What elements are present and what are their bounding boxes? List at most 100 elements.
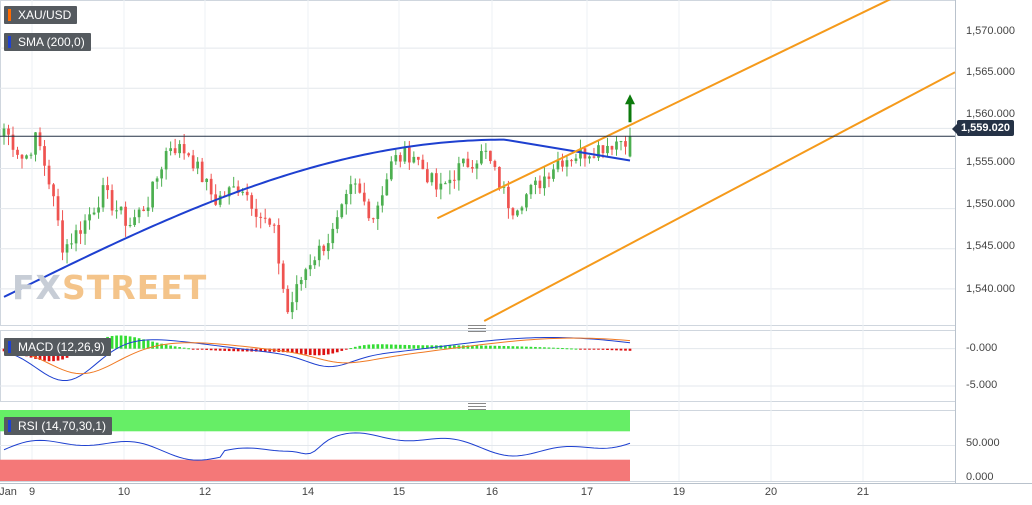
- candle-body: [466, 158, 470, 168]
- macd-histogram-bar: [547, 347, 551, 349]
- candle-body: [565, 160, 569, 167]
- macd-histogram-bar: [552, 347, 555, 349]
- macd-histogram-bar: [205, 348, 209, 350]
- macd-histogram-bar: [344, 348, 348, 350]
- x-tick-label: 14: [301, 486, 315, 498]
- macd-histogram-bar: [299, 348, 303, 354]
- candle-body: [245, 191, 249, 196]
- candle-body: [439, 183, 443, 190]
- instrument-tag[interactable]: XAU/USD: [4, 6, 78, 24]
- macd-histogram-bar: [151, 341, 154, 349]
- candle-body: [106, 185, 109, 191]
- candle-body: [155, 178, 159, 182]
- candle-body: [353, 183, 357, 185]
- candle-body: [525, 194, 528, 208]
- candle-body: [97, 207, 100, 213]
- macd-histogram-bar: [407, 345, 411, 349]
- candle-body: [209, 178, 213, 195]
- pane-resize-handle[interactable]: [468, 403, 486, 410]
- macd-y-tick-label: -5.000: [966, 379, 998, 391]
- candle-body: [146, 207, 150, 212]
- candle-body: [453, 179, 456, 181]
- candle-body: [543, 176, 546, 189]
- x-tick-label: 17: [580, 486, 594, 498]
- candle-body: [268, 218, 272, 225]
- macd-histogram-bar: [416, 345, 420, 349]
- macd-histogram-bar: [124, 335, 127, 349]
- macd-histogram-bar: [259, 348, 263, 352]
- y-tick-label: 1,545.000: [966, 240, 1015, 252]
- macd-histogram-bar: [380, 344, 384, 349]
- candle-body: [412, 156, 416, 163]
- y-tick-label: 1,540.000: [966, 283, 1015, 295]
- candle-body: [610, 145, 614, 150]
- candle-body: [227, 187, 231, 197]
- macd-histogram-bar: [439, 345, 443, 349]
- macd-histogram-bar: [367, 344, 371, 349]
- macd-histogram-bar: [493, 345, 497, 349]
- candle-body: [444, 183, 447, 185]
- candle-body: [344, 194, 348, 205]
- candle-body: [38, 132, 42, 147]
- candle-body: [83, 220, 87, 234]
- x-tick-label: 9: [28, 486, 36, 498]
- candle-body: [606, 145, 609, 154]
- up-arrow-icon: [625, 94, 635, 105]
- y-tick-label: 1,550.000: [966, 198, 1015, 210]
- macd-histogram-bar: [218, 348, 222, 351]
- pane-resize-handle[interactable]: [468, 325, 486, 332]
- macd-histogram-bar: [565, 348, 569, 350]
- x-tick-label: 21: [856, 486, 870, 498]
- candle-body: [326, 243, 330, 252]
- candle-body: [484, 150, 488, 152]
- macd-histogram-bar: [511, 346, 515, 349]
- candle-body: [47, 165, 51, 185]
- current-price-label: 1,559.020: [952, 120, 1014, 136]
- candle-body: [489, 150, 492, 162]
- macd-histogram-bar: [353, 346, 357, 349]
- candle-body: [457, 163, 461, 181]
- candle-body: [498, 166, 501, 188]
- candle-body: [61, 220, 64, 253]
- candle-body: [160, 169, 163, 179]
- candle-body: [281, 263, 285, 289]
- candle-body: [421, 159, 425, 170]
- candle-body: [570, 160, 573, 162]
- candle-body: [52, 184, 55, 197]
- x-tick-label: 19: [672, 486, 686, 498]
- macd-histogram-bar: [538, 347, 542, 349]
- candle-body: [133, 217, 136, 226]
- macd-histogram-bar: [308, 348, 312, 355]
- macd-histogram-bar: [389, 344, 393, 349]
- macd-histogram-bar: [507, 346, 510, 349]
- candle-body: [88, 214, 91, 221]
- candle-body: [263, 217, 267, 219]
- macd-histogram-bar: [583, 348, 587, 350]
- macd-histogram-bar: [160, 343, 163, 349]
- macd-histogram-bar: [268, 348, 272, 352]
- macd-histogram-bar: [480, 345, 483, 349]
- candle-body: [588, 156, 591, 159]
- candle-body: [236, 186, 240, 193]
- sma-tag[interactable]: SMA (200,0): [4, 33, 91, 51]
- macd-tag[interactable]: MACD (12,26,9): [4, 338, 111, 356]
- macd-histogram-bar: [173, 346, 177, 349]
- candle-body: [79, 230, 82, 234]
- candle-body: [376, 205, 380, 219]
- candle-body: [448, 179, 452, 184]
- macd-histogram-bar: [115, 335, 118, 349]
- macd-histogram-bar: [601, 348, 605, 350]
- macd-histogram-bar: [556, 347, 560, 349]
- candle-body: [124, 206, 127, 226]
- x-tick-label: 15: [392, 486, 406, 498]
- macd-histogram-bar: [254, 348, 258, 352]
- candle-body: [480, 151, 483, 164]
- macd-histogram-bar: [453, 345, 456, 349]
- macd-histogram-bar: [2, 348, 6, 352]
- rsi-overbought-zone: [0, 410, 630, 432]
- candle-body: [471, 167, 474, 169]
- macd-histogram-bar: [133, 337, 136, 349]
- rsi-tag[interactable]: RSI (14,70,30,1): [4, 417, 113, 435]
